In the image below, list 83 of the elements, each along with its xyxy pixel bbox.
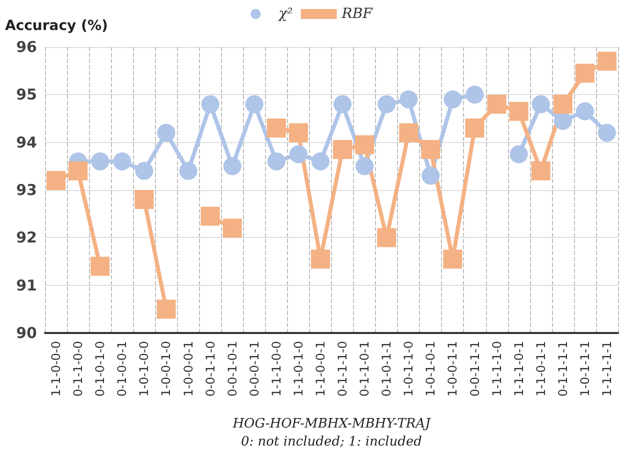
point	[355, 135, 374, 154]
point	[91, 152, 110, 170]
y-tick-label: 94	[16, 133, 37, 152]
x-tick-label: 1-1-1-1-1	[600, 341, 614, 396]
x-tick-label: 1-0-0-0-1	[181, 341, 196, 396]
x-tick-label: 1-0-1-0-0	[137, 341, 152, 396]
point	[223, 157, 242, 176]
point	[553, 94, 572, 114]
x-axis-title: HOG-HOF-MBHX-MBHY-TRAJ 0: not included; 1: included	[232, 416, 432, 450]
x-tick-label: 1-1-0-0-1	[313, 341, 328, 396]
x-tick-label: 1-1-1-1-0	[490, 341, 504, 396]
point	[135, 162, 154, 180]
point	[532, 95, 550, 114]
x-tick-label: 1-1-1-0-0	[269, 341, 284, 396]
x-tick-label: 1-1-0-0-0	[49, 341, 64, 396]
point	[509, 102, 528, 121]
point	[554, 112, 572, 130]
x-tick-label: 0-1-1-1-0	[336, 341, 350, 396]
point	[422, 166, 440, 185]
y-tick-label: 91	[16, 276, 37, 294]
point	[443, 250, 462, 269]
point	[68, 161, 88, 180]
point	[90, 256, 110, 276]
legend-label: χ²	[278, 6, 294, 22]
x-tick-label: 1-0-1-0-1	[424, 341, 438, 396]
point	[222, 218, 242, 238]
x-tick-label: 1-1-0-1-0	[291, 341, 306, 396]
x-tick-label: 1-0-0-1-0	[159, 341, 174, 396]
x-tick-label: 1-1-1-0-1	[512, 341, 526, 396]
y-axis-title: Accuracy (%)	[5, 18, 108, 34]
point	[400, 90, 418, 108]
y-tick-label: 93	[16, 181, 37, 199]
x-tick-label: 0-1-1-0-1	[358, 341, 372, 396]
point	[179, 162, 198, 180]
x-tick-label: 1-0-1-1-0	[402, 341, 416, 396]
y-tick-label: 92	[16, 228, 37, 247]
legend-label: RBF	[340, 6, 374, 22]
point	[378, 95, 396, 114]
point	[356, 157, 374, 176]
y-tick-label: 96	[16, 38, 37, 56]
point	[399, 123, 418, 142]
point	[245, 95, 264, 114]
point	[576, 102, 594, 120]
x-tick-label: 0-0-1-1-1	[468, 341, 482, 396]
point	[266, 118, 286, 138]
point	[267, 152, 286, 170]
point	[288, 123, 308, 142]
x-tick-label: 0-1-1-1-1	[556, 341, 570, 396]
point	[157, 124, 176, 142]
x-tick-label: 0-0-1-0-1	[225, 341, 240, 396]
point	[333, 140, 352, 159]
point	[466, 86, 484, 104]
point	[465, 118, 484, 138]
x-tick-label: 1-0-0-1-1	[446, 341, 460, 396]
point	[575, 64, 594, 83]
point	[377, 228, 396, 248]
x-tick-label: 0-0-1-1-0	[203, 341, 218, 396]
x-tick-label: 0-1-0-0-1	[115, 341, 130, 396]
point	[510, 145, 528, 164]
point	[113, 152, 132, 170]
point	[310, 250, 330, 269]
y-tick-label: 90	[16, 324, 37, 342]
point	[444, 90, 462, 108]
point	[487, 94, 506, 114]
point	[200, 206, 220, 226]
point	[134, 190, 154, 210]
x-tick-label: 0-1-0-1-1	[380, 341, 394, 396]
point	[597, 52, 616, 71]
x-tick-label: 1-1-0-1-1	[534, 341, 548, 396]
point	[156, 300, 176, 319]
point	[312, 152, 330, 170]
point	[46, 170, 66, 190]
point	[531, 161, 550, 180]
point	[201, 95, 220, 114]
x-tick-label: 0-1-0-1-0	[93, 341, 108, 396]
y-tick-label: 95	[16, 86, 37, 104]
point	[421, 140, 440, 159]
x-tick-label: 0-0-0-1-1	[247, 341, 262, 396]
x-tick-label: 0-1-1-0-0	[71, 341, 86, 396]
point	[334, 95, 352, 114]
point	[598, 124, 616, 142]
point	[289, 145, 308, 164]
x-tick-label: 1-0-1-1-1	[578, 341, 592, 396]
